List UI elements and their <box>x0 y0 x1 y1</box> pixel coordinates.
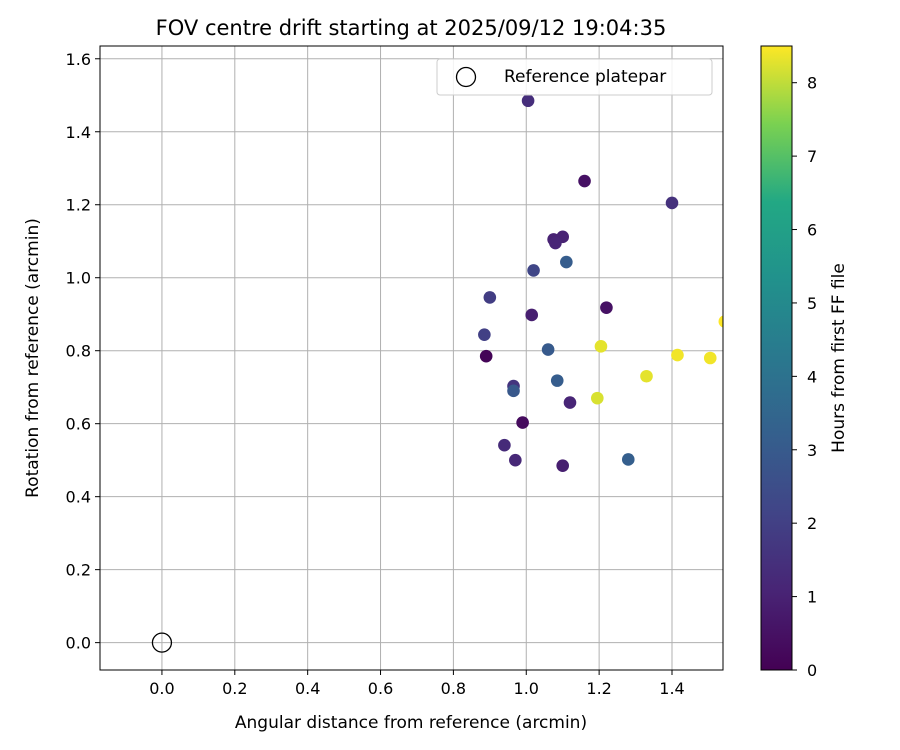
legend-label-reference: Reference platepar <box>504 67 666 87</box>
data-point <box>703 351 717 365</box>
data-point <box>525 308 539 322</box>
y-tick-label: 1.4 <box>66 123 91 142</box>
colorbar: 0 1 2 3 4 5 6 7 8 Hours from first FF file <box>760 45 849 680</box>
x-tick-label: 0.4 <box>295 679 320 698</box>
data-point <box>671 348 684 362</box>
reference-platepar-marker <box>151 632 173 653</box>
data-point <box>549 236 562 250</box>
data-point <box>516 416 529 429</box>
data-point <box>600 301 613 314</box>
data-point <box>478 328 491 341</box>
colorbar-tick-label: 8 <box>807 74 817 93</box>
data-point <box>527 264 540 277</box>
colorbar-gradient <box>761 46 792 670</box>
data-point <box>556 459 569 472</box>
x-tick-label: 0.6 <box>368 679 393 698</box>
data-point <box>483 291 497 304</box>
y-tick-label: 0.4 <box>66 488 91 507</box>
data-point <box>521 94 535 108</box>
data-point <box>621 453 635 466</box>
x-axis-label: Angular distance from reference (arcmin) <box>235 713 587 733</box>
x-tick-label: 0.0 <box>149 679 174 698</box>
data-point <box>479 349 493 363</box>
data-point <box>507 384 520 398</box>
data-point <box>563 396 577 409</box>
data-point <box>718 315 723 328</box>
data-point <box>640 369 653 383</box>
x-tick-label: 0.8 <box>441 679 466 698</box>
y-tick-label: 0.2 <box>66 561 91 580</box>
data-point <box>665 196 679 210</box>
colorbar-tick-label: 6 <box>807 221 817 240</box>
colorbar-label: Hours from first FF file <box>829 263 849 453</box>
grid <box>100 46 723 670</box>
x-tick-label: 1.2 <box>586 679 611 698</box>
colorbar-tick-label: 5 <box>807 294 817 313</box>
data-point <box>560 255 573 269</box>
y-tick-label: 1.2 <box>66 196 91 215</box>
data-point <box>591 391 604 405</box>
y-tick-label: 0.0 <box>66 634 91 653</box>
x-tick-label: 1.0 <box>514 679 539 698</box>
data-point <box>541 343 555 356</box>
scatter-points <box>151 94 723 653</box>
colorbar-frame <box>760 45 793 671</box>
x-tick-label: 1.4 <box>659 679 684 698</box>
colorbar-tick-label: 4 <box>807 367 817 386</box>
y-tick-label: 0.8 <box>66 342 91 361</box>
chart-title: FOV centre drift starting at 2025/09/12 … <box>156 16 667 40</box>
data-point <box>498 438 511 452</box>
data-point <box>578 174 591 188</box>
legend-box <box>436 58 713 96</box>
colorbar-tick-label: 0 <box>807 661 817 680</box>
y-axis-label: Rotation from reference (arcmin) <box>23 218 43 498</box>
colorbar-ticks: 0 1 2 3 4 5 6 7 8 <box>792 74 817 680</box>
colorbar-tick-label: 2 <box>807 514 817 533</box>
y-tick-label: 1.6 <box>66 50 91 69</box>
y-tick-label: 1.0 <box>66 269 91 288</box>
data-point <box>509 453 522 467</box>
colorbar-tick-label: 3 <box>807 441 817 460</box>
data-point <box>550 374 564 387</box>
legend: Reference platepar <box>436 58 713 96</box>
x-axis: 0.0 0.2 0.4 0.6 0.8 1.0 1.2 1.4 <box>149 670 685 698</box>
legend-marker-reference <box>455 66 477 88</box>
data-point <box>594 340 608 353</box>
plot-frame <box>99 45 724 671</box>
colorbar-tick-label: 1 <box>807 588 817 607</box>
y-axis: 0.0 0.2 0.4 0.6 0.8 1.0 1.2 1.4 1.6 <box>66 50 100 653</box>
x-tick-label: 0.2 <box>222 679 247 698</box>
colorbar-tick-label: 7 <box>807 147 817 166</box>
y-tick-label: 0.6 <box>66 415 91 434</box>
